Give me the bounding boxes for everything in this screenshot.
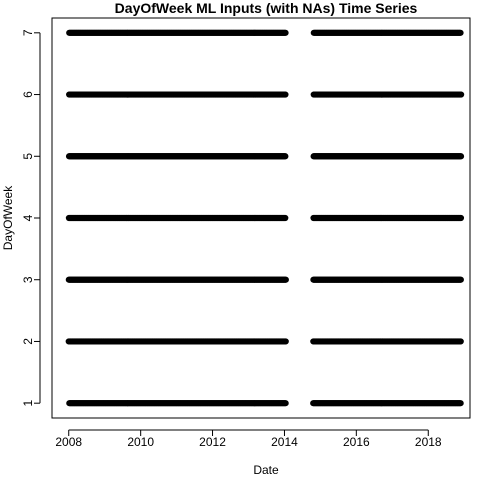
- x-tick-label: 2014: [271, 435, 298, 449]
- y-tick-label: 5: [21, 153, 35, 160]
- y-tick-label: 4: [21, 214, 35, 221]
- x-axis-label: Date: [253, 463, 279, 477]
- x-tick-label: 2018: [415, 435, 442, 449]
- x-tick-label: 2010: [127, 435, 154, 449]
- data-point: [457, 153, 465, 160]
- y-axis-label: DayOfWeek: [1, 185, 15, 250]
- data-point: [282, 91, 289, 98]
- data-point: [282, 338, 289, 345]
- plot-area: [65, 29, 465, 407]
- data-point: [282, 153, 289, 160]
- y-tick-label: 7: [21, 29, 35, 36]
- data-point: [457, 400, 464, 407]
- x-axis: 2008 2010 2012 2014 2016 2018: [55, 429, 442, 449]
- data-point: [282, 400, 289, 407]
- chart-title: DayOfWeek ML Inputs (with NAs) Time Seri…: [115, 0, 418, 16]
- y-tick-label: 2: [21, 338, 35, 345]
- data-point: [457, 338, 464, 345]
- y-tick-label: 1: [21, 400, 35, 407]
- data-point: [457, 29, 464, 36]
- plot-frame: [51, 17, 471, 419]
- x-tick-label: 2008: [55, 435, 82, 449]
- x-tick-label: 2012: [199, 435, 226, 449]
- x-tick-label: 2016: [343, 435, 370, 449]
- data-point: [457, 214, 465, 222]
- data-point: [282, 29, 289, 36]
- data-point: [282, 214, 289, 222]
- y-tick-label: 3: [21, 276, 35, 283]
- y-tick-label: 6: [21, 91, 35, 98]
- y-axis: 1 2 3 4 5 6 7: [21, 29, 41, 407]
- data-point: [457, 276, 464, 283]
- data-point: [458, 91, 465, 98]
- data-point: [282, 276, 289, 283]
